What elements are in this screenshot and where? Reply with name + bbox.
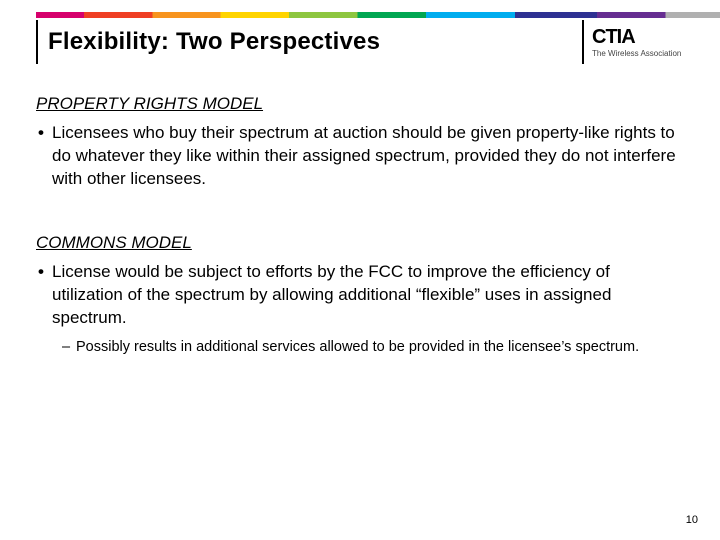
bullet-dot-icon: • — [38, 261, 52, 330]
bullet-item: • License would be subject to efforts by… — [36, 261, 680, 330]
page-number: 10 — [686, 514, 698, 526]
bullet-text: Licensees who buy their spectrum at auct… — [52, 122, 680, 191]
sub-bullet-item: – Possibly results in additional service… — [62, 338, 680, 358]
logo-text: CTIA — [592, 27, 702, 47]
bullet-dot-icon: • — [38, 122, 52, 191]
section-heading-property: PROPERTY RIGHTS MODEL — [36, 94, 680, 114]
section-heading-commons: COMMONS MODEL — [36, 233, 680, 253]
bullet-text: License would be subject to efforts by t… — [52, 261, 680, 330]
slide-content: PROPERTY RIGHTS MODEL • Licensees who bu… — [36, 94, 680, 367]
logo: CTIA The Wireless Association — [582, 20, 702, 64]
slide: Flexibility: Two Perspectives CTIA The W… — [0, 0, 720, 540]
logo-tagline: The Wireless Association — [592, 49, 702, 58]
bullet-item: • Licensees who buy their spectrum at au… — [36, 122, 680, 191]
title-region: Flexibility: Two Perspectives — [36, 20, 570, 64]
rainbow-divider — [36, 12, 720, 18]
sub-bullet-text: Possibly results in additional services … — [76, 338, 680, 358]
dash-icon: – — [62, 338, 76, 358]
slide-title: Flexibility: Two Perspectives — [48, 28, 570, 56]
